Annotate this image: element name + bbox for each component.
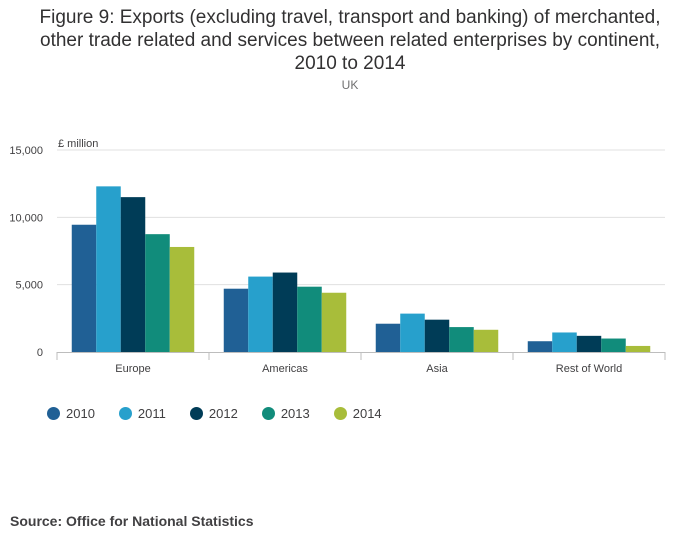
y-axis-ticks: 0 5,000 10,000 15,000 <box>9 145 43 359</box>
bar-2014-asia <box>473 329 499 352</box>
bar-2014-americas <box>321 292 347 352</box>
legend-label: 2012 <box>208 406 238 421</box>
bar-2012-rest-of-world <box>576 335 602 352</box>
y-axis-label: £ million <box>58 138 98 150</box>
y-tick-label: 5,000 <box>15 280 43 292</box>
bar-2010-europe <box>71 224 97 352</box>
bar-2010-rest-of-world <box>527 341 553 352</box>
legend: 2010 2011 2012 2013 2014 <box>47 406 406 421</box>
bars <box>71 186 651 352</box>
bar-2012-asia <box>424 319 450 352</box>
bar-2014-europe <box>169 246 195 352</box>
legend-item-2012[interactable]: 2012 <box>189 406 238 421</box>
legend-swatch <box>47 407 60 420</box>
bar-2011-rest-of-world <box>552 332 577 352</box>
bar-2012-europe <box>120 197 146 352</box>
x-tick-label: Americas <box>262 363 308 375</box>
x-tick-label: Rest of World <box>556 363 622 375</box>
x-axis-ticks: Europe Americas Asia Rest of World <box>115 363 622 375</box>
bar-2014-rest-of-world <box>625 345 651 352</box>
legend-swatch <box>118 407 132 420</box>
legend-label: 2011 <box>137 406 166 421</box>
source-note: Source: Office for National Statistics <box>10 513 254 529</box>
legend-item-2014[interactable]: 2014 <box>333 406 382 421</box>
legend-swatch <box>333 407 347 420</box>
legend-label: 2014 <box>352 406 382 421</box>
legend-item-2010[interactable]: 2010 <box>47 406 95 421</box>
bar-chart: £ million 0 5,000 10,000 15,000 Europe Ameri… <box>9 138 666 375</box>
bar-2011-asia <box>400 313 425 352</box>
y-tick-label: 10,000 <box>9 212 43 224</box>
x-tick-label: Asia <box>426 363 448 375</box>
bar-2013-asia <box>449 327 474 352</box>
bar-2011-europe <box>96 186 121 352</box>
bar-2010-americas <box>223 288 249 352</box>
chart-subtitle: UK <box>341 78 359 92</box>
y-tick-label: 15,000 <box>9 145 43 157</box>
y-tick-label: 0 <box>37 347 43 359</box>
bar-2013-rest-of-world <box>601 338 626 352</box>
x-tick-label: Europe <box>115 363 150 375</box>
legend-swatch <box>261 407 275 420</box>
legend-item-2011[interactable]: 2011 <box>118 406 166 421</box>
bar-2013-europe <box>145 234 170 352</box>
bar-2010-asia <box>375 323 401 352</box>
bar-2011-americas <box>248 276 273 352</box>
legend-label: 2010 <box>66 406 95 421</box>
bar-2012-americas <box>272 272 298 352</box>
legend-item-2013[interactable]: 2013 <box>261 406 310 421</box>
legend-swatch <box>189 407 203 420</box>
chart-title: Figure 9: Exports (excluding travel, tra… <box>39 7 661 74</box>
legend-label: 2013 <box>280 406 310 421</box>
x-axis <box>56 352 666 360</box>
bar-2013-americas <box>297 286 322 352</box>
